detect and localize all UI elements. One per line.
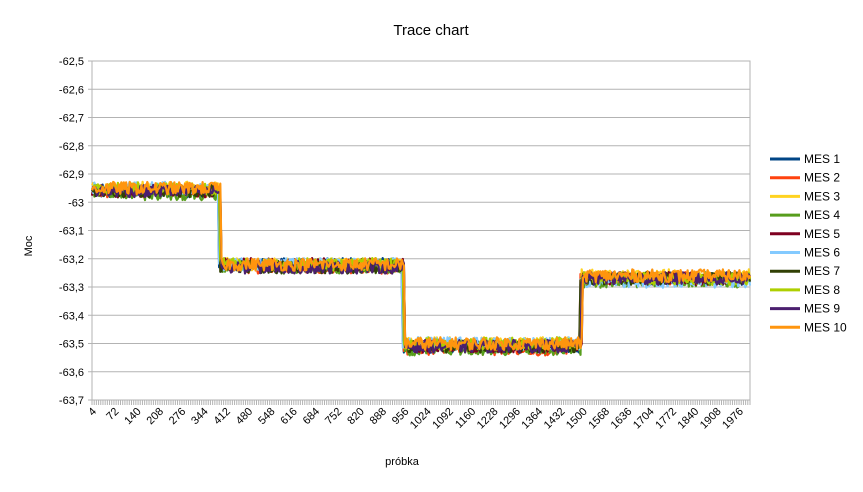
y-tick-label: -63,1: [59, 226, 84, 238]
x-tick-label: 72: [104, 406, 121, 423]
x-tick-label: 616: [278, 406, 299, 427]
y-tick-label: -63,2: [59, 254, 84, 266]
y-tick-label: -62,5: [59, 56, 84, 68]
legend-label: MES 1: [804, 152, 840, 166]
legend-label: MES 7: [804, 264, 840, 278]
y-tick-label: -63,3: [59, 282, 84, 294]
chart-title: Trace chart: [393, 22, 469, 39]
y-tick-label: -62,6: [59, 84, 84, 96]
x-tick-label: 684: [301, 406, 322, 427]
y-tick-label: -63,5: [59, 339, 84, 351]
series-line-9: [91, 183, 751, 354]
series-layer: [90, 180, 752, 357]
x-tick-label: 1704: [631, 406, 657, 432]
legend-label: MES 4: [804, 208, 840, 222]
series-line-5: [90, 183, 751, 354]
x-tick-label: 1772: [653, 406, 679, 432]
x-tick-label: 1840: [676, 406, 702, 432]
x-tick-label: 1568: [586, 406, 612, 432]
y-tick-label: -63: [68, 197, 84, 209]
x-tick-label: 548: [256, 406, 277, 427]
series-line-6: [90, 180, 752, 351]
x-tick-label: 480: [234, 406, 255, 427]
y-tick-label: -63,4: [59, 310, 84, 322]
x-tick-label: 4: [86, 406, 99, 419]
y-tick-label: -63,7: [59, 395, 84, 407]
legend-label: MES 2: [804, 171, 840, 185]
x-tick-label: 1500: [564, 406, 590, 432]
legend-label: MES 10: [804, 320, 847, 334]
legend-label: MES 9: [804, 302, 840, 316]
y-tick-label: -62,9: [59, 169, 84, 181]
x-tick-label: 888: [368, 406, 389, 427]
x-tick-label: 820: [345, 406, 366, 427]
series-line-3: [91, 180, 752, 351]
x-tick-label: 1296: [497, 406, 523, 432]
x-tick-label: 1432: [542, 406, 568, 432]
series-line-1: [90, 183, 751, 354]
legend-label: MES 3: [804, 189, 840, 203]
x-tick-label: 1636: [609, 406, 635, 432]
axis-layer: -62,5 -62,6 -62,7 -62,8 -62,9 -63 -63,1 -63,2 -6…: [59, 56, 751, 432]
y-tick-label: -62,8: [59, 141, 84, 153]
x-tick-label: 208: [145, 406, 166, 427]
legend-label: MES 6: [804, 246, 840, 260]
x-tick-label: 1024: [408, 406, 434, 432]
x-tick-label: 1092: [430, 406, 456, 432]
x-tick-label: 1364: [519, 406, 545, 432]
x-tick-label: 140: [122, 406, 143, 427]
series-line-10: [90, 180, 752, 351]
x-tick-label: 1228: [475, 406, 501, 432]
legend: MES 1 MES 2 MES 3 MES 4 MES 5 MES 6 MES 7 MES 8…: [770, 152, 847, 334]
y-axis-label: Moc: [23, 235, 35, 256]
series-line-8: [91, 181, 752, 351]
x-tick-label: 1160: [453, 406, 478, 431]
x-tick-label: 276: [167, 406, 188, 427]
x-axis-label: próbka: [385, 456, 420, 468]
y-tick-label: -63,6: [59, 367, 84, 379]
y-tick-label: -62,7: [59, 113, 84, 125]
legend-label: MES 8: [804, 283, 840, 297]
x-tick-label: 344: [189, 406, 210, 427]
x-tick-label: 1908: [698, 406, 724, 432]
x-tick-label: 412: [211, 406, 232, 427]
x-tick-label: 752: [323, 406, 344, 427]
legend-label: MES 5: [804, 227, 840, 241]
series-line-7: [91, 183, 752, 354]
x-tick-label: 1976: [720, 406, 746, 432]
